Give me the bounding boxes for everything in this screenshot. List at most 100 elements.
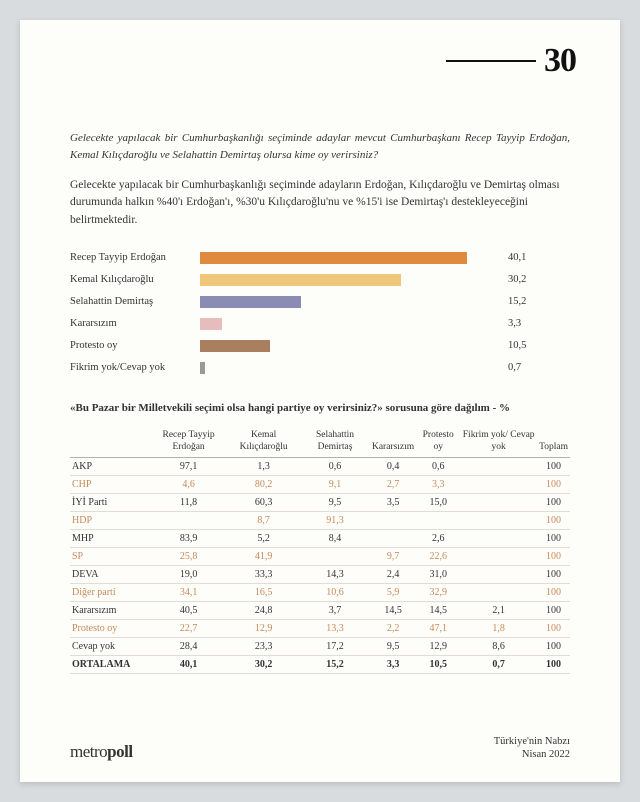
table-header: Kararsızım: [370, 426, 416, 457]
bar-chart: Recep Tayyip Erdoğan40,1Kemal Kılıçdaroğ…: [70, 247, 570, 379]
chart-bar: [200, 318, 222, 330]
crosstab-heading: «Bu Pazar bir Milletvekili seçimi olsa h…: [70, 401, 570, 416]
table-row: ORTALAMA40,130,215,23,310,50,7100: [70, 655, 570, 673]
table-cell: 14,5: [416, 601, 460, 619]
table-cell: 47,1: [416, 619, 460, 637]
table-cell: 83,9: [150, 529, 227, 547]
table-cell: İYİ Parti: [70, 493, 150, 511]
table-header: Protesto oy: [416, 426, 460, 457]
table-cell: 31,0: [416, 565, 460, 583]
table-cell: 10,6: [300, 583, 370, 601]
table-cell: 100: [537, 493, 570, 511]
survey-summary: Gelecekte yapılacak bir Cumhurbaşkanlığı…: [70, 177, 570, 229]
table-cell: 60,3: [227, 493, 300, 511]
table-cell: 13,3: [300, 619, 370, 637]
table-cell: [460, 583, 537, 601]
table-cell: 16,5: [227, 583, 300, 601]
table-row: HDP8,791,3100: [70, 511, 570, 529]
chart-value: 10,5: [508, 340, 526, 351]
table-cell: 100: [537, 529, 570, 547]
table-cell: 3,7: [300, 601, 370, 619]
table-cell: [460, 529, 537, 547]
table-cell: 2,4: [370, 565, 416, 583]
table-cell: [370, 529, 416, 547]
table-cell: 3,3: [370, 655, 416, 673]
table-cell: 22,7: [150, 619, 227, 637]
table-cell: 22,6: [416, 547, 460, 565]
table-cell: 2,2: [370, 619, 416, 637]
crosstab-table: Recep Tayyip ErdoğanKemal KılıçdaroğluSe…: [70, 426, 570, 674]
chart-value: 3,3: [508, 318, 521, 329]
table-cell: 30,2: [227, 655, 300, 673]
table-cell: 97,1: [150, 457, 227, 475]
table-cell: 14,5: [370, 601, 416, 619]
table-header: [70, 426, 150, 457]
table-cell: 100: [537, 583, 570, 601]
table-cell: 2,6: [416, 529, 460, 547]
table-cell: 100: [537, 655, 570, 673]
chart-label: Protesto oy: [70, 340, 200, 351]
table-cell: 34,1: [150, 583, 227, 601]
table-cell: 5,9: [370, 583, 416, 601]
table-row: DEVA19,033,314,32,431,0100: [70, 565, 570, 583]
table-cell: 100: [537, 511, 570, 529]
doc-meta: Türkiye'nin Nabzı Nisan 2022: [494, 735, 570, 762]
table-header: Fikrim yok/ Cevap yok: [460, 426, 537, 457]
chart-value: 0,7: [508, 362, 521, 373]
table-cell: 41,9: [227, 547, 300, 565]
chart-bar-wrap: [200, 274, 500, 286]
table-header: Toplam: [537, 426, 570, 457]
table-cell: 15,2: [300, 655, 370, 673]
table-cell: 2,1: [460, 601, 537, 619]
table-cell: 0,6: [416, 457, 460, 475]
doc-title: Türkiye'nin Nabzı: [494, 735, 570, 749]
table-cell: ORTALAMA: [70, 655, 150, 673]
page-footer: metropoll Türkiye'nin Nabzı Nisan 2022: [70, 735, 570, 762]
table-row: AKP97,11,30,60,40,6100: [70, 457, 570, 475]
table-cell: 9,7: [370, 547, 416, 565]
table-cell: 23,3: [227, 637, 300, 655]
chart-label: Kararsızım: [70, 318, 200, 329]
table-cell: 0,4: [370, 457, 416, 475]
chart-bar: [200, 362, 205, 374]
table-row: MHP83,95,28,42,6100: [70, 529, 570, 547]
table-cell: 4,6: [150, 475, 227, 493]
table-cell: 9,5: [300, 493, 370, 511]
table-cell: MHP: [70, 529, 150, 547]
table-row: CHP4,680,29,12,73,3100: [70, 475, 570, 493]
table-cell: Diğer parti: [70, 583, 150, 601]
table-cell: 100: [537, 619, 570, 637]
table-cell: [460, 511, 537, 529]
table-cell: [460, 547, 537, 565]
chart-bar: [200, 274, 401, 286]
table-cell: 11,8: [150, 493, 227, 511]
chart-bar-wrap: [200, 252, 500, 264]
table-cell: 91,3: [300, 511, 370, 529]
logo-part-1: metro: [70, 742, 107, 761]
chart-row: Protesto oy 10,5: [70, 335, 570, 357]
page-number-wrap: 30: [446, 42, 576, 80]
table-header: Recep Tayyip Erdoğan: [150, 426, 227, 457]
chart-bar-wrap: [200, 318, 500, 330]
chart-label: Kemal Kılıçdaroğlu: [70, 274, 200, 285]
table-cell: 1,8: [460, 619, 537, 637]
table-cell: 10,5: [416, 655, 460, 673]
page-number: 30: [544, 42, 576, 80]
table-cell: 3,5: [370, 493, 416, 511]
table-cell: 100: [537, 457, 570, 475]
table-header: Kemal Kılıçdaroğlu: [227, 426, 300, 457]
table-cell: 33,3: [227, 565, 300, 583]
table-cell: 40,1: [150, 655, 227, 673]
chart-row: Kemal Kılıçdaroğlu30,2: [70, 269, 570, 291]
table-cell: 12,9: [416, 637, 460, 655]
survey-question: Gelecekte yapılacak bir Cumhurbaşkanlığı…: [70, 130, 570, 163]
table-cell: SP: [70, 547, 150, 565]
logo: metropoll: [70, 742, 133, 762]
table-header: Selahattin Demirtaş: [300, 426, 370, 457]
chart-label: Selahattin Demirtaş: [70, 296, 200, 307]
table-cell: 17,2: [300, 637, 370, 655]
table-cell: 3,3: [416, 475, 460, 493]
table-cell: 0,6: [300, 457, 370, 475]
table-row: İYİ Parti11,860,39,53,515,0100: [70, 493, 570, 511]
table-cell: Protesto oy: [70, 619, 150, 637]
